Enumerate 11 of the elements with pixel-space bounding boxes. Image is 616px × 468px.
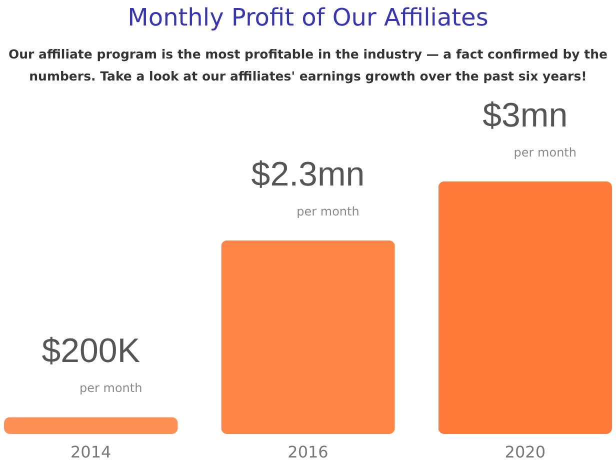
data-label: $2.3mn xyxy=(251,155,365,194)
x-tick-label: 2014 xyxy=(70,442,112,462)
data-label: $3mn xyxy=(482,96,568,134)
x-tick-label: 2016 xyxy=(288,442,328,462)
x-tick-label: 2020 xyxy=(504,442,546,462)
data-label: $200K xyxy=(42,332,140,370)
annotation: per month xyxy=(514,145,576,160)
chart-title: Monthly Profit of Our Affiliates xyxy=(128,4,488,32)
chart-subtitle: Our affiliate program is the most profitable in the industry — a fact confirmed by the numbers. Take a look at our affiliates' earnings growth over the past six years! xyxy=(8,46,608,84)
annotation: per month xyxy=(296,204,360,218)
annotation: per month xyxy=(80,381,142,396)
